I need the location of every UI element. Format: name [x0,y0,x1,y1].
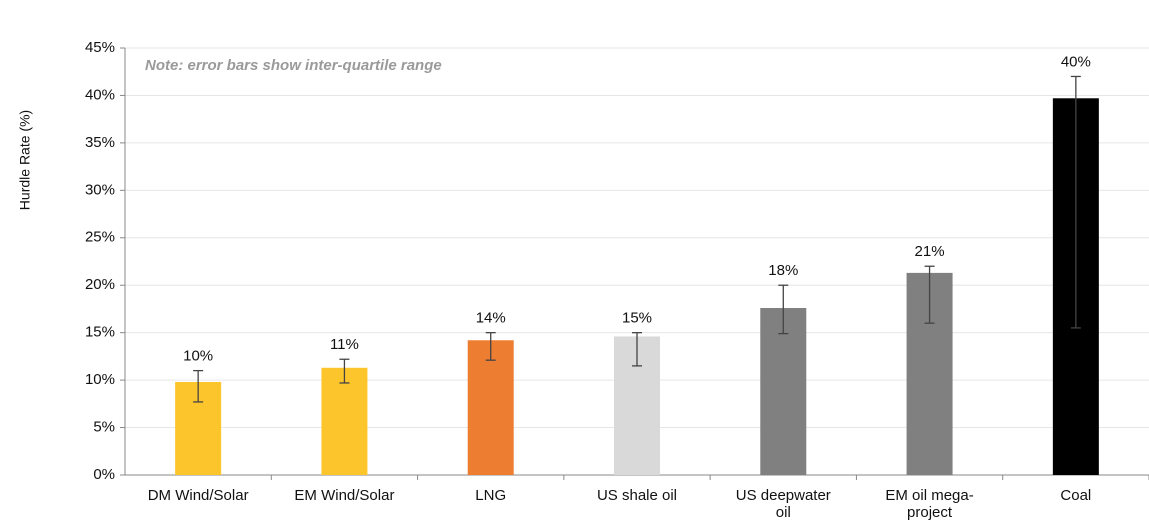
bar [321,367,368,475]
value-label: 14% [476,310,506,327]
y-tick-label: 0% [93,466,115,483]
y-tick-label: 40% [85,86,115,103]
bar [760,307,807,475]
value-label: 15% [622,310,652,327]
y-tick-label: 25% [85,229,115,246]
x-tick-label: LNG [475,487,507,504]
y-tick-label: 10% [85,371,115,388]
y-tick-label: 35% [85,134,115,151]
value-label: 21% [915,243,945,260]
value-label: 40% [1061,53,1091,70]
y-tick-label: 5% [93,419,115,436]
x-tick-label: EM Wind/Solar [294,487,395,504]
note: Note: error bars show inter-quartile ran… [145,57,442,74]
y-tick-label: 30% [85,181,115,198]
x-tick-label: US shale oil [596,487,678,504]
y-axis-label: Hurdle Rate (%) [17,110,33,210]
x-tick-label: US deepwater oil [735,487,831,521]
value-label: 18% [768,262,798,279]
value-label: 10% [183,348,213,365]
value-label: 11% [330,336,359,353]
x-tick-label: EM oil mega-project [885,487,974,521]
y-tick-label: 45% [85,39,115,56]
x-tick-label: DM Wind/Solar [147,487,249,504]
bar [467,340,514,475]
y-tick-label: 15% [85,324,115,341]
x-tick-label: Coal [1060,487,1092,504]
y-tick-label: 20% [85,276,115,293]
